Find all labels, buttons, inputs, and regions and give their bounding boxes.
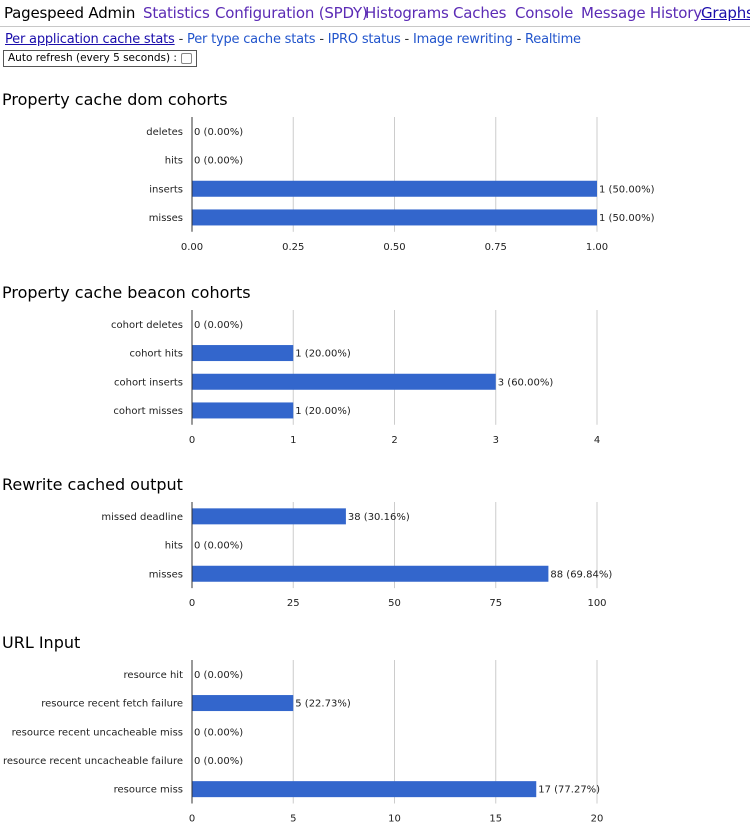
category-label: resource recent fetch failure	[41, 699, 183, 710]
x-tick-label: 0.75	[485, 242, 507, 253]
category-label: cohort deletes	[111, 320, 183, 331]
subnav-separator: -	[404, 32, 410, 47]
category-label: resource hit	[124, 670, 184, 681]
nav-histograms[interactable]: Histograms	[365, 4, 449, 22]
nav-caches[interactable]: Caches	[453, 4, 507, 22]
category-label: hits	[165, 156, 183, 167]
data-label: 1 (50.00%)	[599, 213, 655, 224]
data-label: 0 (0.00%)	[194, 156, 243, 167]
chart-url-input: 0 5 10 15 20 resource hit 0 (0.00%) resource re…	[3, 660, 604, 825]
subnav-per-type-cache-stats[interactable]: Per type cache stats	[187, 32, 316, 47]
subnav-realtime[interactable]: Realtime	[525, 32, 581, 47]
nav-configuration[interactable]: Configuration (SPDY)	[215, 4, 368, 22]
data-label: 0 (0.00%)	[194, 127, 243, 138]
x-tick-label: 10	[388, 814, 401, 825]
nav-graphs[interactable]: Graphs	[701, 4, 750, 22]
bar	[192, 209, 597, 226]
category-label: inserts	[149, 184, 183, 195]
category-label: resource recent uncacheable miss	[12, 727, 183, 738]
subnav-separator: -	[178, 32, 184, 47]
x-tick-label: 0	[189, 598, 195, 609]
nav-message-history[interactable]: Message History	[581, 4, 702, 22]
data-label: 1 (20.00%)	[295, 406, 351, 417]
subnav-separator: -	[516, 32, 522, 47]
chart-rewrite-cached-output: 0 25 50 75 100 missed deadline 38 (30.16%) hits…	[101, 502, 612, 609]
bar	[192, 373, 496, 390]
x-tick-label: 100	[587, 598, 606, 609]
nav-statistics[interactable]: Statistics	[143, 4, 210, 22]
subnav-ipro-status[interactable]: IPRO status	[327, 32, 401, 47]
top-navigation: Pagespeed Admin Statistics Configuration…	[0, 0, 750, 27]
app-brand: Pagespeed Admin	[4, 4, 136, 22]
x-tick-label: 20	[591, 814, 604, 825]
data-label: 1 (50.00%)	[599, 184, 655, 195]
x-tick-label: 0.00	[181, 242, 203, 253]
x-tick-label: 0	[189, 814, 195, 825]
category-label: resource recent uncacheable failure	[3, 756, 183, 767]
chart-beacon-cohorts: 0 1 2 3 4 cohort deletes 0 (0.00%) cohort hits 1…	[111, 310, 600, 446]
x-tick-label: 25	[287, 598, 300, 609]
sub-navigation: Per application cache stats - Per type c…	[5, 31, 581, 49]
category-label: cohort misses	[113, 406, 183, 417]
bar	[192, 781, 537, 798]
data-label: 17 (77.27%)	[538, 785, 600, 796]
data-label: 1 (20.00%)	[295, 349, 351, 360]
subnav-per-application-cache-stats[interactable]: Per application cache stats	[5, 32, 175, 47]
auto-refresh-control[interactable]: Auto refresh (every 5 seconds) :	[3, 50, 197, 67]
x-tick-label: 15	[489, 814, 502, 825]
x-tick-label: 0	[189, 435, 195, 446]
subnav-image-rewriting[interactable]: Image rewriting	[412, 32, 513, 47]
chart-dom-cohorts: 0.00 0.25 0.50 0.75 1.00 deletes 0 (0.00%) hits…	[146, 117, 655, 253]
data-label: 0 (0.00%)	[194, 727, 243, 738]
bar	[192, 508, 346, 525]
category-label: cohort hits	[129, 349, 183, 360]
chart-title-beacon-cohorts: Property cache beacon cohorts	[2, 283, 251, 302]
bar	[192, 565, 549, 582]
x-tick-label: 4	[594, 435, 600, 446]
bar	[192, 402, 294, 419]
category-label: misses	[149, 569, 183, 580]
x-tick-label: 0.25	[282, 242, 304, 253]
bar	[192, 345, 294, 362]
category-label: cohort inserts	[114, 377, 183, 388]
data-label: 3 (60.00%)	[498, 377, 554, 388]
data-label: 5 (22.73%)	[295, 699, 351, 710]
category-label: deletes	[146, 127, 183, 138]
category-label: resource miss	[114, 785, 183, 796]
x-tick-label: 5	[290, 814, 296, 825]
data-label: 0 (0.00%)	[194, 670, 243, 681]
chart-title-dom-cohorts: Property cache dom cohorts	[2, 90, 228, 109]
x-tick-label: 1.00	[586, 242, 608, 253]
bar	[192, 695, 294, 712]
x-tick-label: 75	[489, 598, 502, 609]
x-tick-label: 3	[493, 435, 499, 446]
chart-title-rewrite-cached-output: Rewrite cached output	[2, 475, 183, 494]
x-tick-label: 2	[391, 435, 397, 446]
data-label: 88 (69.84%)	[550, 569, 612, 580]
subnav-separator: -	[319, 32, 324, 47]
auto-refresh-label: Auto refresh (every 5 seconds) :	[8, 52, 177, 64]
data-label: 0 (0.00%)	[194, 541, 243, 552]
data-label: 0 (0.00%)	[194, 320, 243, 331]
nav-console[interactable]: Console	[515, 4, 574, 22]
bar	[192, 180, 597, 197]
x-tick-label: 1	[290, 435, 296, 446]
data-label: 0 (0.00%)	[194, 756, 243, 767]
category-label: misses	[149, 213, 183, 224]
data-label: 38 (30.16%)	[348, 512, 410, 523]
category-label: missed deadline	[101, 512, 183, 523]
x-tick-label: 0.50	[383, 242, 405, 253]
category-label: hits	[165, 541, 183, 552]
auto-refresh-checkbox[interactable]	[180, 53, 192, 64]
chart-title-url-input: URL Input	[2, 633, 81, 652]
x-tick-label: 50	[388, 598, 401, 609]
